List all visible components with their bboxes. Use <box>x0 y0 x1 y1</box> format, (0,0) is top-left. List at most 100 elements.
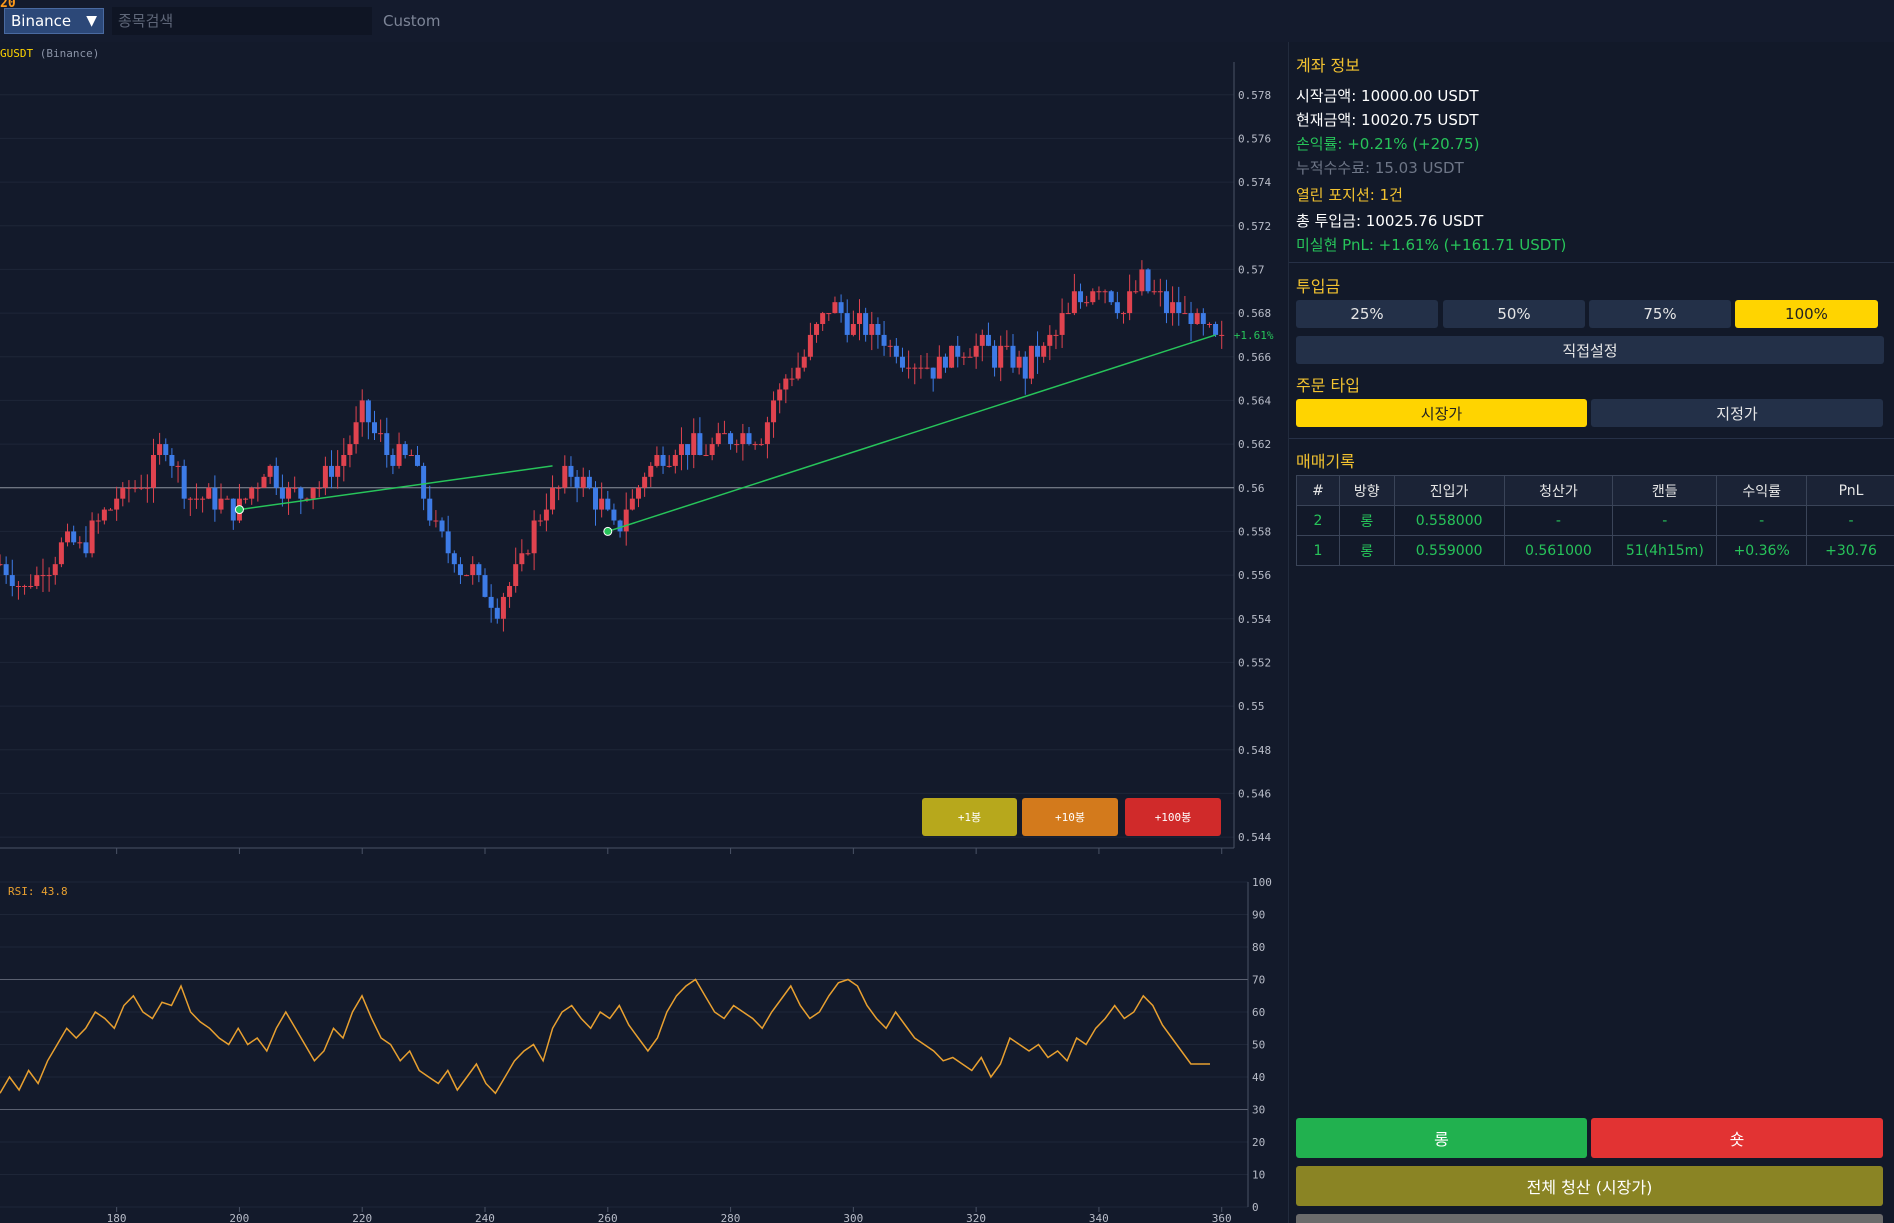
symbol-search-input[interactable] <box>112 7 372 35</box>
candle-body <box>556 487 562 489</box>
candle-body <box>715 433 721 445</box>
candle-body <box>629 498 635 510</box>
close-all-button[interactable]: 전체 청산 (시장가) <box>1296 1166 1883 1206</box>
candle-body <box>740 433 746 445</box>
y-tick-label: 0.546 <box>1238 787 1271 800</box>
cell-exit: - <box>1503 505 1614 536</box>
invest-25-button[interactable]: 25% <box>1296 300 1438 328</box>
trade-history-title: 매매기록 <box>1296 452 1355 471</box>
exchange-select[interactable]: Binance ▼ <box>4 8 104 34</box>
candle-body <box>390 455 396 466</box>
candle-body <box>580 476 586 488</box>
invest-100-button[interactable]: 100% <box>1735 300 1878 328</box>
candle-body <box>187 498 193 500</box>
candle-body <box>623 509 629 532</box>
top-toolbar: 20 Binance ▼ Custom <box>0 0 1894 42</box>
x-tick-label: 240 <box>475 1212 495 1223</box>
candle-body <box>752 444 758 446</box>
candle-body <box>494 607 500 619</box>
total-invested: 총 투입금: 10025.76 USDT <box>1296 212 1484 230</box>
candle-body <box>721 433 727 435</box>
limit-order-button[interactable]: 지정가 <box>1591 399 1883 427</box>
candle-body <box>543 509 549 521</box>
candle-body <box>961 356 967 358</box>
candle-body <box>1065 313 1071 315</box>
y-tick-label: 0.554 <box>1238 613 1271 626</box>
candle-body <box>887 345 893 347</box>
symbol-name: GUSDT <box>0 47 34 60</box>
candle-body <box>488 596 494 608</box>
candle-body <box>255 487 261 489</box>
table-row[interactable]: 2 롱 0.558000 - - - - <box>1296 505 1894 536</box>
candle-body <box>985 334 991 346</box>
candle-body <box>181 465 187 499</box>
y-tick-label: 0.57 <box>1238 263 1265 276</box>
y-tick-label: 0.544 <box>1238 831 1271 844</box>
col-header-direction: 방향 <box>1338 475 1395 506</box>
unrealized-pnl: 미실현 PnL: +1.61% (+161.71 USDT) <box>1296 236 1567 254</box>
exchange-select-value: Binance <box>11 12 72 30</box>
candle-body <box>341 455 347 466</box>
candle-body <box>298 487 304 499</box>
pnl-label: +1.61% <box>1234 329 1274 342</box>
candle-body <box>126 487 132 489</box>
candle-body <box>1090 291 1096 303</box>
rsi-y-tick-label: 20 <box>1252 1136 1265 1149</box>
candle-body <box>691 433 697 455</box>
invest-75-button[interactable]: 75% <box>1589 300 1731 328</box>
col-header-candles: 캔들 <box>1612 475 1718 506</box>
candle-body <box>771 400 777 423</box>
candle-body <box>445 531 451 554</box>
cell-candles: 51(4h15m) <box>1612 535 1718 566</box>
candle-body <box>439 520 445 532</box>
table-row[interactable]: 1 롱 0.559000 0.561000 51(4h15m) +0.36% +… <box>1296 535 1894 566</box>
advance-100-button[interactable]: +100봉 <box>1125 798 1221 836</box>
candle-body <box>507 586 513 597</box>
candle-body <box>795 367 801 379</box>
candle-body <box>95 520 101 522</box>
candle-body <box>1170 302 1176 314</box>
candle-body <box>899 356 905 368</box>
col-header-exit: 청산가 <box>1503 475 1614 506</box>
candle-body <box>114 498 120 510</box>
candle-body <box>89 520 95 554</box>
candle-body <box>384 433 390 455</box>
candle-body <box>3 564 9 576</box>
candle-body <box>353 422 359 445</box>
invest-50-button[interactable]: 50% <box>1443 300 1585 328</box>
extra-button-partial[interactable] <box>1296 1214 1883 1223</box>
trading-panel: 계좌 정보 시작금액: 10000.00 USDT 현재금액: 10020.75… <box>1288 42 1894 1223</box>
candle-body <box>531 520 537 554</box>
candle-body <box>955 345 961 357</box>
chart-area[interactable]: 0.578 0.576 0.574 0.572 0.57 0.568 0.566 0.564 0… <box>0 42 1288 1223</box>
short-button[interactable]: 숏 <box>1591 1118 1883 1158</box>
candle-body <box>973 345 979 357</box>
candle-body <box>1022 356 1028 379</box>
candle-body <box>175 465 181 467</box>
candle-body <box>261 476 267 488</box>
candle-body <box>998 345 1004 368</box>
market-order-button[interactable]: 시장가 <box>1296 399 1587 427</box>
candle-body <box>451 553 457 565</box>
advance-10-button[interactable]: +10봉 <box>1022 798 1118 836</box>
candle-body <box>138 487 144 489</box>
order-type-title: 주문 타입 <box>1296 376 1360 395</box>
candle-body <box>414 455 420 466</box>
candle-body <box>1084 302 1090 304</box>
candle-body <box>1041 345 1047 357</box>
y-tick-label: 0.568 <box>1238 307 1271 320</box>
y-tick-label: 0.578 <box>1238 89 1271 102</box>
candle-body <box>1127 291 1133 314</box>
trade-line <box>239 465 553 511</box>
y-tick-label: 0.552 <box>1238 656 1271 669</box>
custom-tab[interactable]: Custom <box>383 12 441 30</box>
advance-1-button[interactable]: +1봉 <box>922 798 1017 836</box>
price-chart[interactable]: 0.5780.5760.5740.5720.570.5680.5660.5640… <box>0 42 1288 1223</box>
long-button[interactable]: 롱 <box>1296 1118 1587 1158</box>
candle-body <box>279 487 285 499</box>
candle-body <box>1200 313 1206 324</box>
cell-entry: 0.558000 <box>1393 505 1505 536</box>
candle-body <box>537 520 543 522</box>
custom-invest-button[interactable]: 직접설정 <box>1296 336 1884 364</box>
candle-body <box>304 498 310 500</box>
